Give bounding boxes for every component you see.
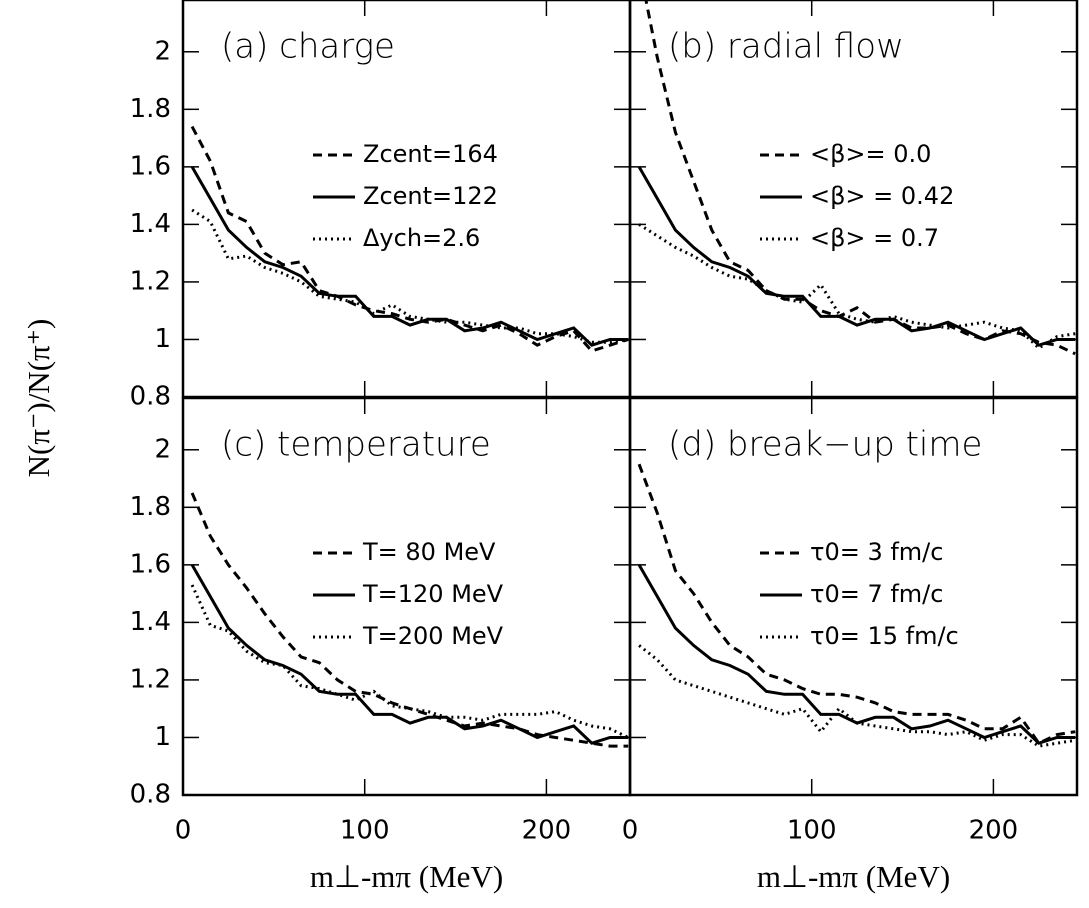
y-tick-label: 1	[154, 324, 171, 354]
legend-label: τ0= 3 fm/c	[810, 538, 943, 566]
legend-label: <β> = 0.7	[810, 224, 939, 252]
x-tick-label: 200	[969, 816, 1019, 846]
series-line	[637, 463, 1076, 746]
y-axis-label: N(π⁻)/N(π⁺)	[21, 319, 56, 478]
x-tick-label: 0	[622, 816, 639, 846]
y-tick-label: 1.2	[130, 266, 171, 296]
y-tick-label: 0.8	[130, 780, 171, 810]
series-line	[638, 223, 1076, 350]
legend-label: <β>= 0.0	[810, 140, 931, 168]
series-line	[190, 125, 629, 353]
series-line	[191, 208, 629, 344]
y-tick-label: 1.6	[130, 549, 171, 579]
legend-label: Δych=2.6	[363, 224, 480, 252]
y-tick-label: 1.8	[130, 492, 171, 522]
legend-label: <β> = 0.42	[810, 182, 954, 210]
y-tick-label: 1.6	[130, 151, 171, 181]
legend-label: τ0= 7 fm/c	[810, 580, 943, 608]
y-tick-label: 1.2	[130, 664, 171, 694]
panel-title: (a) charge	[221, 27, 395, 67]
x-axis-label: m⊥-mπ (MeV)	[757, 859, 950, 894]
y-tick-label: 0.8	[130, 382, 171, 412]
x-tick-label: 100	[340, 816, 390, 846]
panel-title: (c) temperature	[221, 425, 491, 465]
y-tick-label: 1.4	[130, 209, 171, 239]
series-line	[637, 166, 1076, 347]
series-line	[190, 564, 629, 745]
legend-label: Zcent=122	[363, 182, 498, 210]
series-line	[190, 492, 629, 748]
series-line	[644, 0, 1076, 356]
y-tick-label: 2	[154, 434, 171, 464]
x-axis-label: m⊥-mπ (MeV)	[310, 859, 503, 894]
series-line	[638, 644, 1076, 748]
x-tick-label: 100	[787, 816, 837, 846]
legend-label: τ0= 15 fm/c	[810, 622, 959, 650]
legend-label: T= 80 MeV	[362, 538, 496, 566]
panel-title: (d) break−up time	[668, 425, 982, 465]
y-tick-label: 2	[154, 36, 171, 66]
y-tick-label: 1.8	[130, 94, 171, 124]
panel-title: (b) radial flow	[668, 27, 904, 67]
legend-label: T=200 MeV	[362, 622, 504, 650]
series-line	[190, 166, 629, 347]
x-tick-label: 200	[522, 816, 572, 846]
y-tick-label: 1	[154, 722, 171, 752]
legend-label: Zcent=164	[363, 140, 498, 168]
y-tick-label: 1.4	[130, 607, 171, 637]
panel-frame	[628, 396, 1079, 797]
legend-label: T=120 MeV	[362, 580, 504, 608]
x-tick-label: 0	[175, 816, 192, 846]
